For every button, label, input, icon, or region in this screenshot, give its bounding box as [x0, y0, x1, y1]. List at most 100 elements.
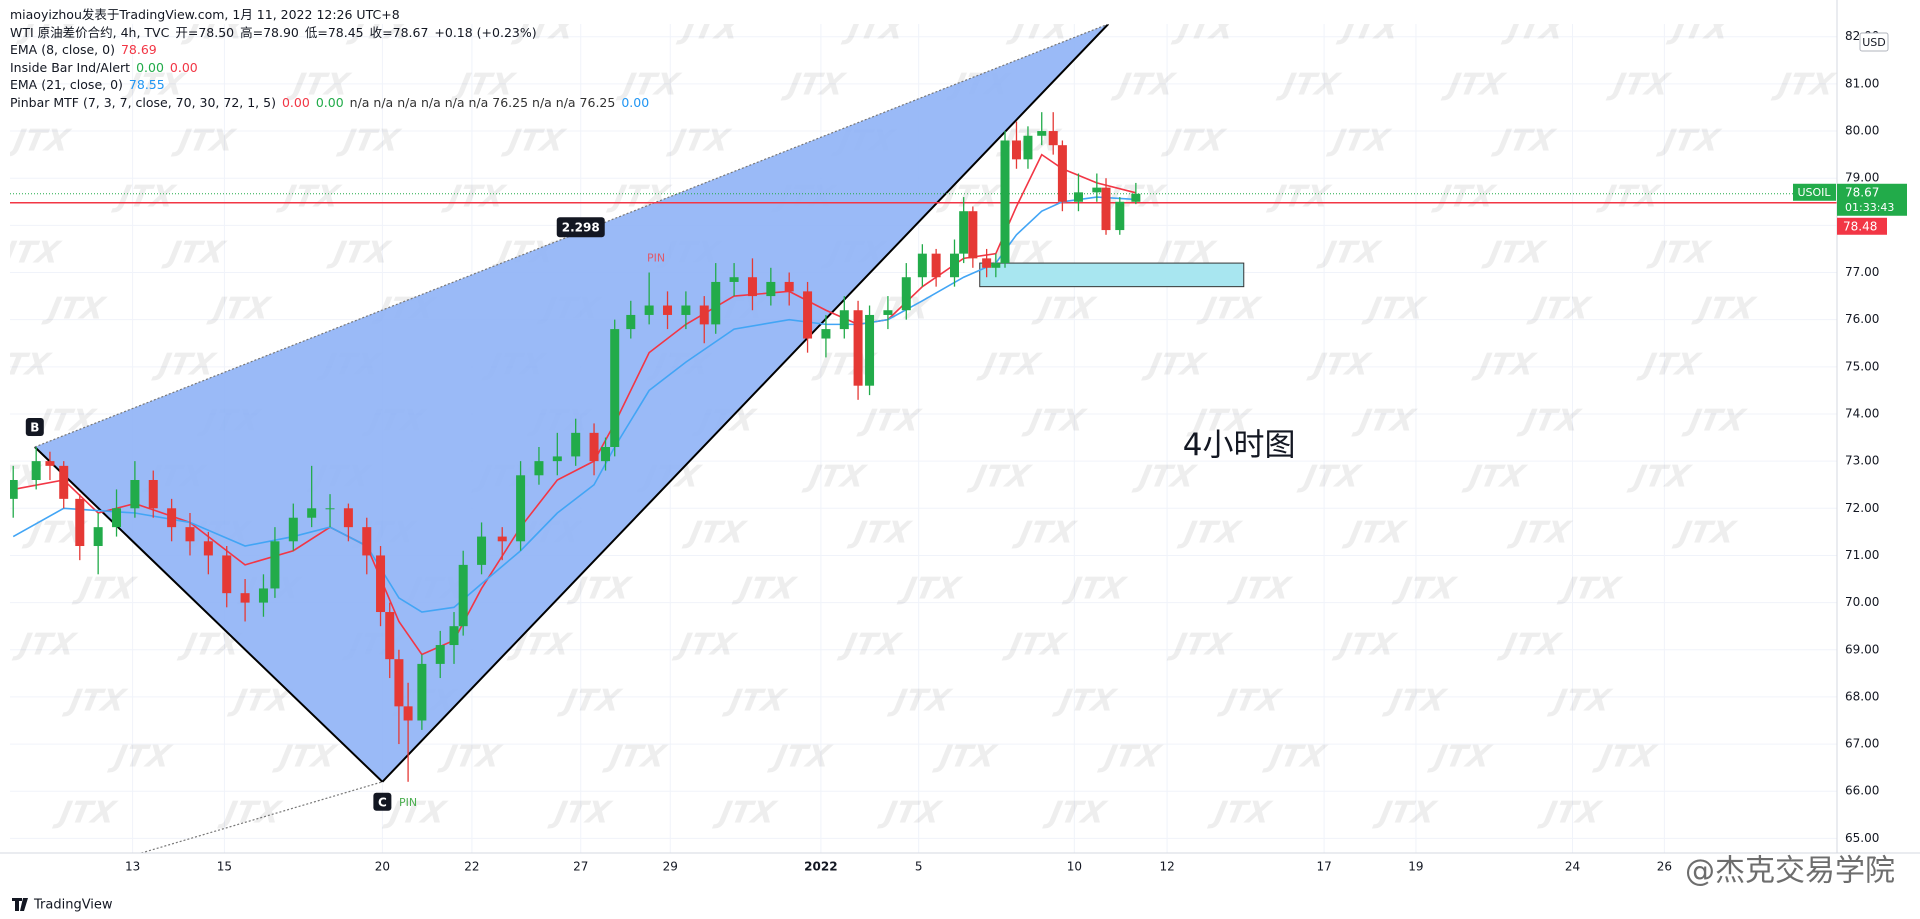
candle-body: [394, 659, 404, 707]
x-tick-label: 10: [1067, 860, 1082, 874]
watermark: JTX: [270, 740, 340, 775]
watermark: JTX: [10, 628, 80, 663]
candle-body: [10, 479, 18, 499]
watermark: JTX: [711, 796, 781, 831]
candle-body: [185, 527, 195, 542]
watermark: JTX: [1000, 628, 1070, 663]
watermark: JTX: [1340, 516, 1410, 551]
watermark: JTX: [440, 180, 510, 215]
watermark: JTX: [921, 852, 991, 887]
watermark: JTX: [1206, 796, 1276, 831]
candle-body: [385, 612, 395, 660]
candle-body: [112, 508, 122, 528]
candle-body: [1000, 140, 1010, 264]
watermark: JTX: [1645, 236, 1715, 271]
x-tick-label: 13: [125, 860, 140, 874]
candle-body: [821, 329, 831, 339]
watermark: JTX: [1664, 12, 1734, 47]
watermark: JTX: [1086, 852, 1156, 887]
currency: USD: [1862, 36, 1886, 49]
candle-body: [711, 281, 721, 325]
indicator-label: EMA (8, close, 0): [10, 42, 115, 57]
watermark: JTX: [1305, 348, 1375, 383]
indicator-value: 0.00: [281, 94, 310, 110]
watermark: JTX: [325, 236, 395, 271]
candle-body: [1011, 140, 1021, 160]
watermark: JTX: [975, 348, 1045, 383]
legend: miaoyizhou发表于TradingView.com, 1月 11, 202…: [10, 6, 655, 111]
watermark: JTX: [1495, 628, 1565, 663]
watermark: JTX: [664, 124, 734, 159]
candle-body: [93, 527, 103, 547]
watermark: JTX: [765, 740, 835, 775]
watermark: JTX: [885, 684, 955, 719]
y-tick-label: 80.00: [1845, 124, 1879, 138]
candle-body: [270, 541, 280, 589]
x-tick-label: 2022: [804, 860, 837, 874]
watermark: JTX: [1004, 12, 1074, 47]
watermark: JTX: [381, 796, 451, 831]
watermark: JTX: [1265, 180, 1335, 215]
candle-body: [59, 465, 69, 499]
watermark: JTX: [670, 628, 740, 663]
watermark: JTX: [169, 124, 239, 159]
candle-body: [307, 508, 317, 518]
price-tag-label: 78.67: [1845, 185, 1879, 199]
candle-body: [589, 432, 599, 462]
watermark: JTX: [4, 124, 74, 159]
y-tick-label: 77.00: [1845, 265, 1879, 279]
indicator-value: 78.69: [120, 42, 157, 57]
point-label: B: [30, 420, 39, 434]
watermark: JTX: [1260, 740, 1330, 775]
candle-body: [959, 211, 969, 254]
watermark: JTX: [1020, 404, 1090, 439]
plot-area: JTX JTX JTX JTX JTX JTX JTX JTX JTX JTX JTX JTX JTX J…: [4, 12, 1837, 887]
indicator-label: Inside Bar Ind/Alert: [10, 59, 131, 75]
watermark: JTX: [1095, 740, 1165, 775]
brand: TradingView: [12, 898, 113, 913]
watermark: JTX: [1185, 404, 1255, 439]
y-tick-label: 75.00: [1845, 359, 1879, 373]
y-tick-label: 81.00: [1845, 76, 1879, 90]
ohlc-line: WTI 原油差价合约, 4h, TVC 开=78.50 高=78.90 低=78.45…: [10, 24, 655, 42]
watermark: JTX: [1371, 796, 1441, 831]
candle-body: [949, 253, 959, 278]
candle-body: [1048, 131, 1058, 146]
x-tick-label: 17: [1316, 860, 1331, 874]
currency-box: [1859, 32, 1889, 52]
watermark: JTX: [1489, 124, 1559, 159]
watermark: JTX: [1380, 684, 1450, 719]
candle-body: [258, 588, 268, 603]
watermark: JTX: [1590, 740, 1660, 775]
y-tick-label: 66.00: [1845, 784, 1879, 798]
watermark: JTX: [1545, 684, 1615, 719]
watermark: JTX: [51, 796, 121, 831]
watermark: JTX: [96, 852, 166, 887]
candle-body: [901, 277, 911, 311]
watermark: JTX: [60, 684, 130, 719]
candle-body: [449, 626, 459, 646]
watermark: JTX: [1109, 68, 1179, 103]
x-tick-label: 19: [1408, 860, 1423, 874]
x-tick-label: 5: [915, 860, 923, 874]
channel-fill: [34, 24, 1109, 782]
candle-body: [240, 593, 250, 603]
y-tick-label: 73.00: [1845, 454, 1879, 468]
watermark: JTX: [779, 68, 849, 103]
price-tag-label: 78.48: [1843, 219, 1877, 233]
y-tick-label: 71.00: [1845, 548, 1879, 562]
x-tick-label: 15: [217, 860, 232, 874]
watermark: JTX: [1555, 572, 1625, 607]
candle-body: [1131, 193, 1141, 202]
watermark: JTX: [1315, 236, 1385, 271]
candle-body: [1037, 131, 1047, 136]
candle-body: [571, 432, 581, 457]
indicator-label: Pinbar MTF (7, 3, 7, close, 70, 30, 72, …: [10, 94, 276, 110]
ohlc-value: 低=78.45: [304, 24, 364, 40]
ohlc-value: 高=78.90: [240, 24, 299, 40]
symbol-tag-label: USOIL: [1797, 186, 1831, 199]
candle-body: [626, 314, 636, 330]
watermark: JTX: [1050, 684, 1120, 719]
watermark: JTX: [160, 236, 230, 271]
